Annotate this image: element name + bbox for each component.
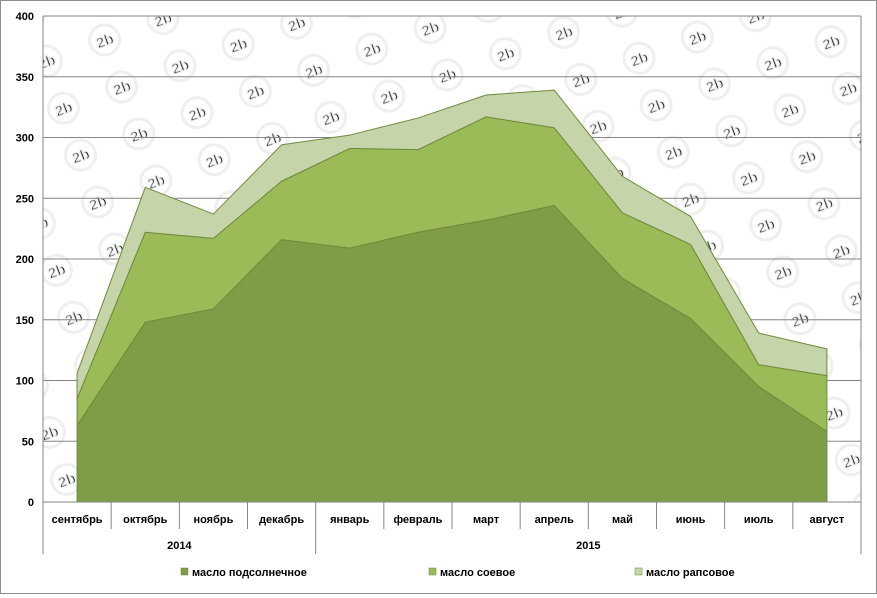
year-label: 2015: [576, 540, 600, 552]
y-tick-label: 300: [16, 133, 34, 145]
y-tick-label: 400: [16, 11, 34, 23]
y-tick-label: 50: [22, 436, 34, 448]
y-tick-label: 0: [28, 497, 34, 509]
x-axis: сентябрь октябрь ноябрь декабрь январь феврал…: [42, 501, 862, 554]
y-tick-label: 150: [16, 315, 34, 327]
category-label: август: [810, 514, 845, 526]
category-label: май: [612, 514, 633, 526]
y-tick-label: 350: [16, 72, 34, 84]
category-label: март: [473, 514, 500, 526]
y-tick-label: 200: [16, 254, 34, 266]
y-axis: 0 50 100 150 200 250 300 350 400: [16, 11, 862, 509]
legend-label: масло рапсовое: [646, 567, 735, 579]
category-label: апрель: [535, 514, 575, 526]
legend-swatch: [428, 567, 437, 576]
category-label: октябрь: [123, 514, 168, 526]
category-label: июль: [744, 514, 774, 526]
category-label: декабрь: [259, 514, 304, 526]
area-3: [76, 89, 828, 400]
category-label: ноябрь: [193, 514, 233, 526]
year-label: 2014: [167, 540, 192, 552]
legend-label: масло подсолнечное: [192, 567, 307, 579]
category-label: июнь: [676, 514, 706, 526]
legend-swatch: [634, 567, 643, 576]
legend-swatch: [180, 567, 189, 576]
y-tick-label: 100: [16, 376, 34, 388]
category-label: сентябрь: [52, 514, 103, 526]
legend: масло подсолнечное масло соевое масло рапс…: [180, 567, 735, 579]
category-label: февраль: [393, 514, 442, 526]
y-tick-label: 250: [16, 193, 34, 205]
category-label: январь: [330, 514, 370, 526]
legend-label: масло соевое: [440, 567, 515, 579]
